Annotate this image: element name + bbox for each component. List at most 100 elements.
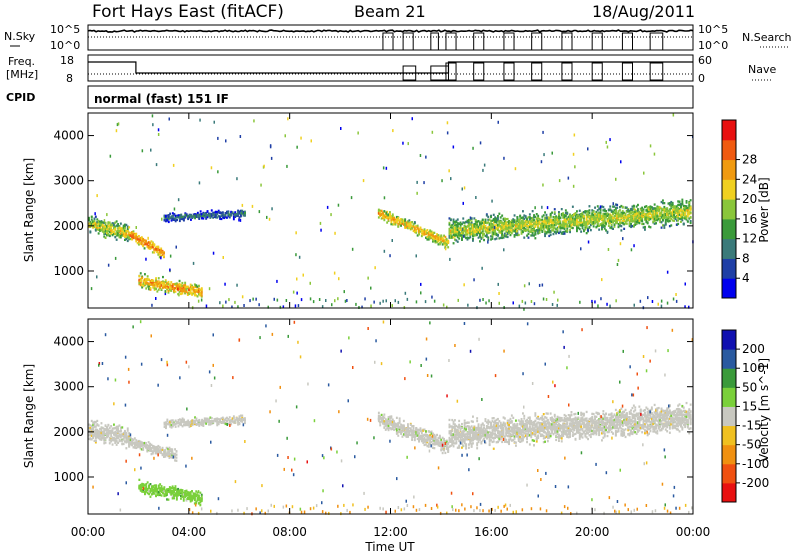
heatmap-cell [569,228,571,232]
heatmap-cell [150,281,153,284]
heatmap-cell [156,250,158,254]
heatmap-cell [564,209,567,212]
heatmap-cell [530,222,533,225]
heatmap-cell [548,216,551,220]
heatmap-cell [581,214,584,217]
heatmap-cell [174,494,177,497]
heatmap-cell [639,218,642,221]
heatmap-cell [591,214,594,217]
heatmap-cell [642,222,645,226]
heatmap-cell [193,498,196,502]
heatmap-cell [673,219,675,222]
heatmap-cell [153,445,156,448]
noise-cell [212,251,215,255]
heatmap-cell [170,219,173,222]
ground-cell [234,300,236,304]
heatmap-cell [170,284,173,288]
velocity-heatmap [88,320,694,516]
heatmap-cell [430,235,433,238]
heatmap-cell [194,217,196,220]
heatmap-cell [108,224,111,227]
heatmap-cell [168,456,171,459]
heatmap-cell [154,449,157,452]
heatmap-cell [630,212,632,215]
heatmap-cell [163,455,165,458]
heatmap-cell [473,229,476,232]
heatmap-cell [103,442,106,445]
heatmap-cell [537,225,540,228]
heatmap-cell [631,225,634,228]
heatmap-cell [671,206,674,209]
heatmap-cell [583,216,585,219]
heatmap-cell [106,225,108,228]
heatmap-cell [644,212,646,216]
heatmap-cell [177,214,180,217]
heatmap-cell [641,206,644,209]
heatmap-cell [170,289,173,292]
heatmap-cell [125,436,128,440]
heatmap-cell [598,224,601,227]
heatmap-cell [641,222,644,226]
noise-cell [660,299,663,303]
heatmap-cell [158,449,161,452]
heatmap-cell [126,435,129,438]
heatmap-cell [164,453,167,456]
nsearch-top-tick: 10^5 [698,23,728,36]
heatmap-cell [400,224,402,227]
heatmap-cell [166,492,168,495]
heatmap-cell [616,217,619,220]
heatmap-cell [390,216,393,220]
heatmap-cell [158,253,161,256]
heatmap-cell [564,230,567,233]
heatmap-cell [541,230,544,233]
freq-gap [402,65,417,81]
heatmap-cell [584,224,587,228]
heatmap-cell [674,215,677,219]
heatmap-cell [476,230,479,233]
heatmap-cell [508,225,510,228]
heatmap-cell [546,230,549,234]
heatmap-cell [635,213,638,216]
heatmap-cell [139,483,142,487]
heatmap-cell [124,232,126,235]
heatmap-cell [469,231,472,234]
heatmap-cell [115,431,118,434]
heatmap-cell [416,224,419,227]
heatmap-cell [656,214,659,217]
heatmap-cell [510,226,513,230]
heatmap-cell [559,226,562,229]
heatmap-cell [103,433,106,436]
heatmap-cell [149,243,151,246]
heatmap-cell [437,243,440,246]
heatmap-cell [394,221,397,224]
heatmap-cell [184,214,187,217]
heatmap-cell [122,434,125,437]
heatmap-cell [237,214,239,217]
noise-cell [217,136,219,140]
heatmap-cell [199,291,202,294]
heatmap-cell [576,226,578,229]
heatmap-cell [163,423,166,426]
heatmap-cell [173,489,175,492]
heatmap-cell [520,219,523,222]
heatmap-cell [103,439,106,442]
heatmap-cell [653,218,656,221]
heatmap-cell [612,219,614,222]
heatmap-cell [422,233,425,236]
heatmap-cell [221,213,224,217]
heatmap-cell [104,438,107,441]
heatmap-cell [563,225,566,229]
heatmap-cell [612,221,614,224]
heatmap-cell [587,228,589,231]
heatmap-cell [146,449,149,452]
heatmap-cell [97,433,100,436]
heatmap-cell [171,491,174,494]
heatmap-cell [149,279,152,283]
noise-cell [541,283,544,287]
heatmap-cell [642,215,645,218]
heatmap-cell [670,200,673,204]
heatmap-cell [163,255,165,258]
heatmap-cell [610,220,613,223]
heatmap-cell [635,216,638,219]
heatmap-cell [96,224,99,227]
